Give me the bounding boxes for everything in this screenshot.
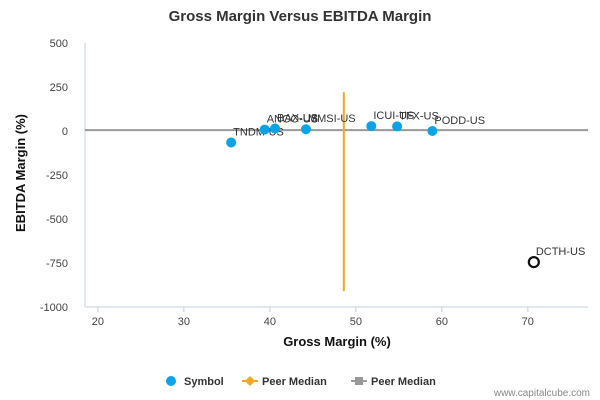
legend-diamond-marker bbox=[245, 376, 255, 386]
y-tick-label: -500 bbox=[46, 214, 68, 226]
x-tick-label: 50 bbox=[350, 316, 362, 328]
legend-symbol-marker bbox=[166, 376, 176, 386]
y-tick-label: 0 bbox=[62, 126, 68, 138]
data-point-label: DCTH-US bbox=[536, 246, 586, 258]
data-point-label: BAX-US bbox=[277, 113, 318, 125]
legend-label: Peer Median bbox=[371, 376, 436, 388]
legend-square-marker bbox=[355, 377, 363, 385]
chart-title: Gross Margin Versus EBITDA Margin bbox=[169, 8, 432, 25]
data-point-label: TFX-US bbox=[399, 110, 439, 122]
data-point bbox=[259, 124, 270, 135]
x-tick-label: 20 bbox=[92, 316, 104, 328]
data-point bbox=[300, 124, 311, 135]
credit-text[interactable]: www.capitalcube.com bbox=[493, 388, 590, 399]
data-point bbox=[366, 121, 377, 132]
x-tick-label: 30 bbox=[178, 316, 190, 328]
x-axis-ticks: 20 30 40 50 60 70 bbox=[92, 307, 534, 328]
x-tick-label: 60 bbox=[436, 316, 448, 328]
data-point bbox=[270, 123, 281, 134]
data-point-label: PODD-US bbox=[434, 115, 485, 127]
y-tick-label: -1000 bbox=[40, 302, 68, 314]
y-axis-title: EBITDA Margin (%) bbox=[13, 114, 28, 232]
y-tick-label: -250 bbox=[46, 170, 68, 182]
plot-area bbox=[84, 43, 588, 308]
y-tick-label: 250 bbox=[50, 82, 68, 94]
legend-label: Peer Median bbox=[262, 376, 327, 388]
data-point bbox=[427, 126, 438, 136]
legend-label: Symbol bbox=[184, 376, 224, 388]
data-point-label: ANGO-US bbox=[267, 114, 318, 126]
data-point-label: ICUI-US bbox=[373, 110, 414, 122]
data-point bbox=[392, 121, 403, 132]
data-point-highlight bbox=[527, 256, 540, 269]
x-tick-label: 70 bbox=[522, 316, 534, 328]
peer-median-lines bbox=[85, 92, 588, 292]
y-tick-label: 500 bbox=[50, 38, 68, 50]
y-axis-ticks: 500 250 0 -250 -500 -750 -1000 bbox=[40, 38, 68, 314]
data-point bbox=[226, 137, 237, 148]
x-tick-label: 40 bbox=[264, 316, 276, 328]
data-point-label: MMSI-US bbox=[308, 113, 356, 125]
legend[interactable]: Symbol Peer Median Peer Median bbox=[166, 376, 436, 388]
x-axis-title: Gross Margin (%) bbox=[283, 334, 391, 349]
y-tick-label: -750 bbox=[46, 258, 68, 270]
